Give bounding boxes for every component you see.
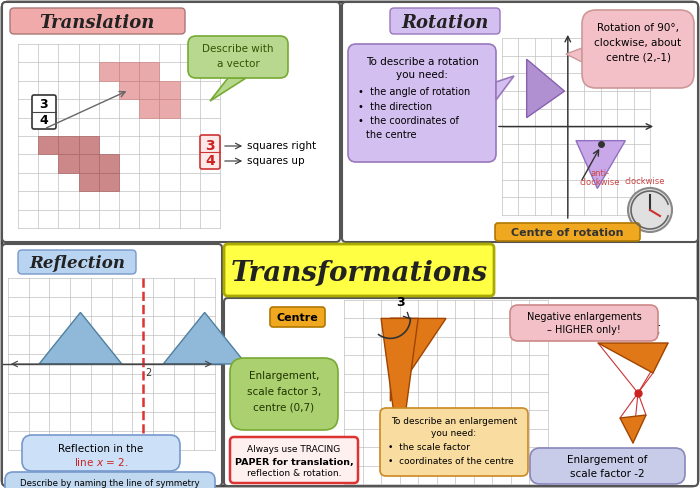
FancyBboxPatch shape: [224, 298, 698, 486]
Text: anti-
clockwise: anti- clockwise: [580, 169, 620, 187]
Text: a vector: a vector: [216, 59, 260, 69]
Text: •  coordinates of the centre: • coordinates of the centre: [388, 456, 514, 466]
Text: Transformations: Transformations: [230, 260, 488, 286]
Polygon shape: [576, 141, 625, 188]
Bar: [78, 154, 99, 173]
Text: 3: 3: [205, 139, 215, 153]
Bar: [119, 62, 139, 81]
Polygon shape: [566, 48, 582, 62]
Bar: [58, 136, 78, 154]
Bar: [160, 99, 180, 118]
Text: reflection & rotation.: reflection & rotation.: [246, 469, 342, 479]
Text: Always use TRACING: Always use TRACING: [247, 446, 341, 454]
Polygon shape: [391, 318, 446, 401]
Text: you need:: you need:: [431, 428, 477, 438]
FancyBboxPatch shape: [5, 472, 215, 488]
Text: you need:: you need:: [396, 70, 448, 80]
Bar: [119, 81, 139, 99]
Text: Enlargement of: Enlargement of: [567, 455, 648, 465]
FancyBboxPatch shape: [348, 44, 496, 162]
Text: Enlargement,: Enlargement,: [248, 371, 319, 381]
Bar: [78, 173, 99, 191]
Text: scale factor 3,: scale factor 3,: [247, 387, 321, 397]
FancyBboxPatch shape: [270, 307, 325, 327]
FancyBboxPatch shape: [224, 244, 494, 296]
Polygon shape: [210, 78, 246, 101]
Text: To describe an enlargement: To describe an enlargement: [391, 416, 517, 426]
Text: To describe a rotation: To describe a rotation: [365, 57, 478, 67]
Text: 3: 3: [40, 98, 48, 110]
Text: Enlargement: Enlargement: [519, 321, 661, 339]
FancyBboxPatch shape: [10, 8, 185, 34]
Text: Describe with: Describe with: [202, 44, 274, 54]
Bar: [139, 62, 160, 81]
Text: Reflection in the: Reflection in the: [58, 444, 144, 454]
Bar: [99, 173, 119, 191]
Text: centre (2,-1): centre (2,-1): [606, 53, 671, 63]
Text: Describe by naming the line of symmetry: Describe by naming the line of symmetry: [20, 479, 199, 488]
Text: Rotation: Rotation: [401, 14, 489, 32]
Bar: [160, 81, 180, 99]
FancyBboxPatch shape: [495, 223, 640, 241]
Polygon shape: [620, 415, 646, 443]
Text: – HIGHER only!: – HIGHER only!: [547, 325, 621, 335]
FancyBboxPatch shape: [32, 95, 56, 129]
Text: centre (0,7): centre (0,7): [253, 403, 314, 413]
Bar: [139, 81, 160, 99]
FancyBboxPatch shape: [200, 135, 220, 169]
Text: •  the angle of rotation: • the angle of rotation: [358, 87, 470, 97]
FancyBboxPatch shape: [188, 36, 288, 78]
Polygon shape: [163, 312, 246, 364]
FancyBboxPatch shape: [18, 250, 136, 274]
FancyBboxPatch shape: [342, 2, 698, 242]
Bar: [139, 99, 160, 118]
FancyBboxPatch shape: [2, 244, 222, 486]
Bar: [38, 136, 58, 154]
Text: clockwise, about: clockwise, about: [594, 38, 682, 48]
Polygon shape: [598, 343, 668, 373]
Text: PAPER for translation,: PAPER for translation,: [234, 458, 354, 467]
Text: scale factor -2: scale factor -2: [570, 469, 644, 479]
Text: •  the coordinates of: • the coordinates of: [358, 116, 459, 126]
Polygon shape: [526, 59, 564, 118]
Text: •  the direction: • the direction: [358, 102, 432, 112]
FancyBboxPatch shape: [22, 435, 180, 471]
Text: 4: 4: [205, 154, 215, 168]
Text: line $\mathit{x}$ = 2.: line $\mathit{x}$ = 2.: [74, 456, 128, 468]
Text: Centre of rotation: Centre of rotation: [511, 228, 623, 238]
Bar: [99, 154, 119, 173]
FancyBboxPatch shape: [380, 408, 528, 476]
Bar: [58, 154, 78, 173]
Circle shape: [628, 188, 672, 232]
Polygon shape: [391, 318, 409, 346]
Text: clockwise: clockwise: [624, 178, 665, 186]
Text: squares right: squares right: [247, 141, 316, 151]
Text: squares up: squares up: [247, 156, 304, 166]
FancyBboxPatch shape: [230, 358, 338, 430]
Text: •  the scale factor: • the scale factor: [388, 443, 470, 451]
FancyBboxPatch shape: [582, 10, 694, 88]
Text: Negative enlargements: Negative enlargements: [526, 312, 641, 322]
FancyBboxPatch shape: [390, 8, 500, 34]
Bar: [78, 136, 99, 154]
Polygon shape: [39, 312, 122, 364]
FancyBboxPatch shape: [2, 2, 340, 242]
Text: 2: 2: [146, 368, 152, 378]
Text: Rotation of 90°,: Rotation of 90°,: [597, 23, 679, 33]
Polygon shape: [496, 76, 514, 100]
FancyBboxPatch shape: [230, 437, 358, 483]
Text: Centre: Centre: [276, 313, 318, 323]
Text: 3: 3: [396, 296, 405, 309]
FancyBboxPatch shape: [510, 305, 658, 341]
FancyBboxPatch shape: [530, 448, 685, 484]
Text: Reflection: Reflection: [29, 255, 125, 271]
Text: Translation: Translation: [39, 14, 155, 32]
Polygon shape: [381, 318, 418, 456]
Bar: [99, 62, 119, 81]
Text: 4: 4: [40, 115, 48, 127]
Text: the centre: the centre: [366, 130, 416, 140]
